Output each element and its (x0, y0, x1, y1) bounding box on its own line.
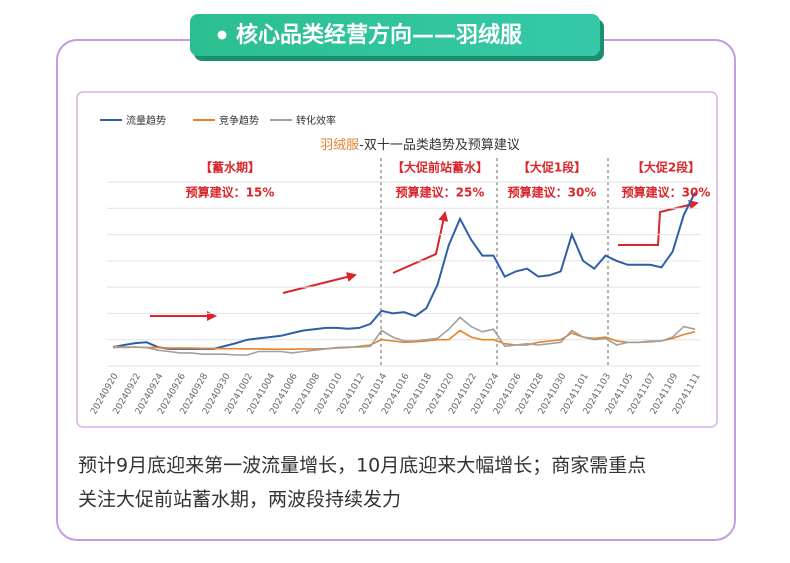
legend-label: 转化效率 (296, 114, 336, 127)
phase-budget: 预算建议：30% (622, 185, 711, 200)
header-banner (190, 14, 600, 56)
phase-budget: 预算建议：30% (508, 185, 597, 200)
chart-title: 羽绒服-双十一品类趋势及预算建议 (320, 137, 520, 153)
title-highlight: 羽绒服 (320, 138, 359, 153)
phase-label: 【大促1段】 (518, 160, 586, 175)
caption-line: 关注大促前站蓄水期，两波段持续发力 (78, 489, 401, 511)
legend-label: 流量趋势 (126, 114, 166, 127)
trend-arrows (150, 200, 699, 321)
series-line (112, 329, 696, 350)
header-dot (217, 30, 227, 40)
series-line (112, 316, 696, 356)
title-rest: -双十一品类趋势及预算建议 (359, 137, 520, 153)
phase-budget: 预算建议：25% (396, 185, 485, 200)
phase-label: 【蓄水期】 (200, 160, 260, 175)
phase-budget: 预算建议：15% (186, 185, 275, 200)
caption-line: 预计9月底迎来第一波流量增长，10月底迎来大幅增长；商家需重点 (78, 455, 646, 477)
phase-label: 【大促2段】 (632, 160, 700, 175)
phase-label: 【大促前站蓄水】 (392, 160, 488, 175)
legend-label: 竞争趋势 (219, 114, 259, 127)
header-title: 核心品类经营方向——羽绒服 (236, 22, 523, 48)
